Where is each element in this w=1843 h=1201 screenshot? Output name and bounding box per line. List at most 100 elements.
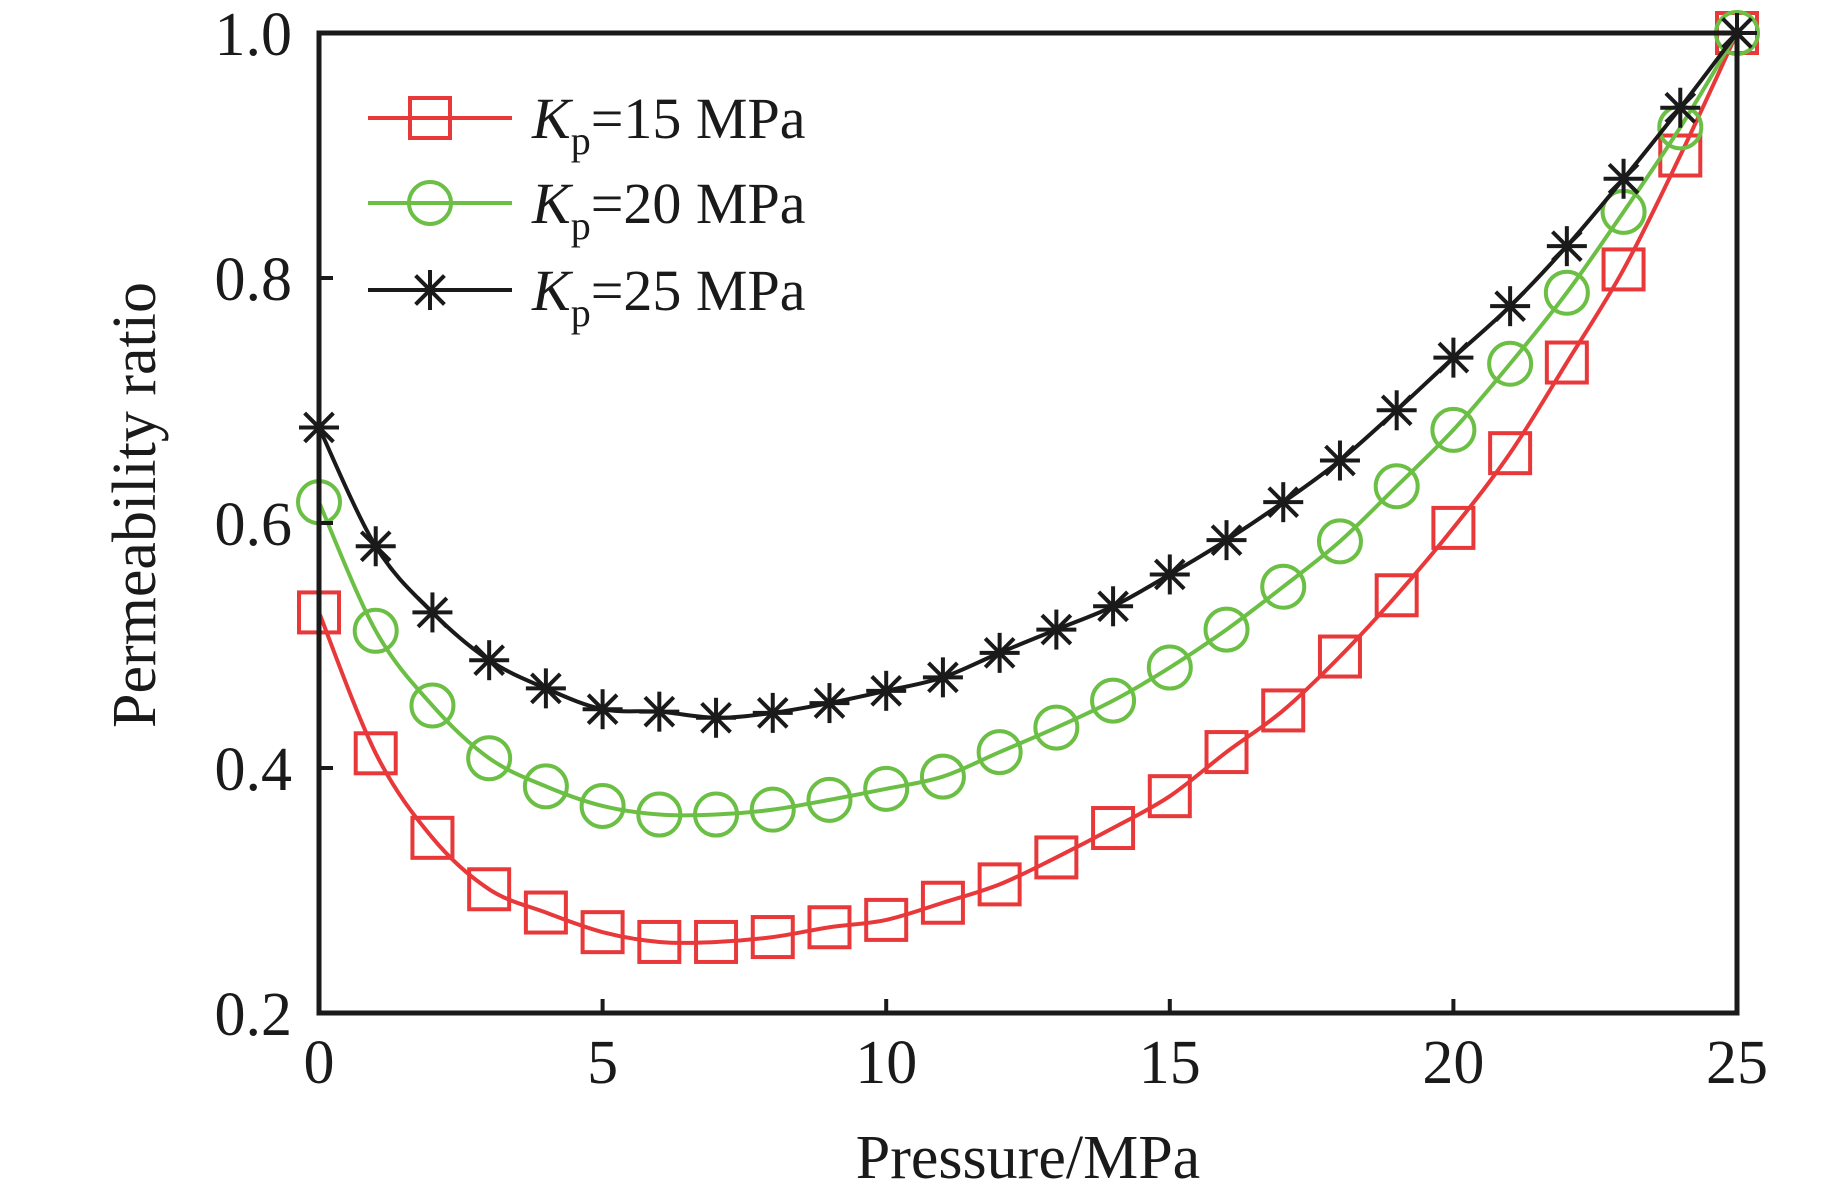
data-point (1490, 286, 1531, 327)
data-point (1036, 609, 1077, 650)
data-point (1373, 463, 1420, 510)
data-point (1603, 158, 1644, 199)
x-tick-label: 10 (855, 1029, 917, 1097)
data-point (693, 791, 740, 838)
data-point (866, 670, 907, 711)
data-point (807, 905, 852, 950)
data-point (922, 657, 963, 698)
y-tick-label: 0.6 (215, 491, 293, 559)
data-point (355, 526, 396, 567)
data-point (1090, 677, 1137, 724)
data-point (694, 919, 739, 964)
data-point (1263, 482, 1304, 523)
data-point (1149, 554, 1190, 595)
legend-label: Kp=20 MPa (531, 171, 805, 248)
data-point (1601, 247, 1646, 292)
legend-label: Kp=25 MPa (531, 258, 805, 335)
data-point (409, 682, 456, 729)
data-point (1433, 337, 1474, 378)
legend-marker (408, 96, 452, 140)
data-point (579, 782, 626, 829)
data-point (637, 919, 682, 964)
data-point (582, 689, 623, 730)
data-point (806, 776, 853, 823)
data-point (1093, 586, 1134, 627)
legend: Kp=15 MPa Kp=20 MPa Kp=25 MPa (368, 86, 805, 335)
data-point (1546, 226, 1587, 267)
data-point (976, 729, 1023, 776)
data-point (1544, 340, 1589, 385)
x-tick-label: 25 (1706, 1029, 1768, 1097)
legend-label: Kp=15 MPa (531, 86, 805, 163)
data-point (1488, 431, 1533, 476)
series-layer (296, 10, 1760, 964)
data-point (469, 640, 510, 681)
ticks-layer: 0 5 10 15 20 25 0.2 0.4 0.6 0.8 1.0 (215, 1, 1769, 1097)
data-point (523, 890, 568, 935)
data-point (1543, 269, 1590, 316)
data-point (580, 910, 625, 955)
data-point (979, 632, 1020, 673)
series-square (297, 11, 1759, 964)
data-point (410, 815, 455, 860)
data-point (1261, 688, 1306, 733)
data-point (696, 697, 737, 738)
legend-marker (407, 180, 453, 226)
data-point (1316, 518, 1363, 565)
data-point (809, 683, 850, 724)
data-point (1430, 406, 1477, 453)
x-tick-label: 15 (1139, 1029, 1201, 1097)
data-point (1431, 505, 1476, 550)
data-point (352, 607, 399, 654)
data-point (1317, 634, 1362, 679)
data-point (1319, 440, 1360, 481)
data-point (522, 763, 569, 810)
x-tick-label: 5 (587, 1029, 618, 1097)
legend-marker (410, 270, 450, 310)
data-point (525, 668, 566, 709)
data-point (412, 592, 453, 633)
series-line (317, 32, 1739, 945)
data-point (1374, 573, 1419, 618)
x-tick-label: 0 (304, 1029, 335, 1097)
data-point (1376, 390, 1417, 431)
legend-item: Kp=15 MPa (368, 86, 805, 163)
data-point (1091, 806, 1136, 851)
data-point (353, 731, 398, 776)
data-point (467, 867, 512, 912)
x-axis-title: Pressure/MPa (856, 1124, 1200, 1192)
data-point (863, 765, 910, 812)
data-point (636, 791, 683, 838)
data-point (1487, 340, 1534, 387)
data-point (750, 915, 795, 960)
data-point (1660, 87, 1701, 128)
data-point (639, 691, 680, 732)
series-asterisk (299, 13, 1757, 738)
data-point (1033, 704, 1080, 751)
legend-item: Kp=20 MPa (368, 171, 805, 248)
y-axis-title: Permeability ratio (101, 282, 169, 728)
data-point (1203, 606, 1250, 653)
y-tick-label: 0.4 (215, 736, 293, 804)
y-tick-label: 0.8 (215, 246, 293, 314)
data-point (466, 735, 513, 782)
data-point (1147, 774, 1192, 819)
data-point (752, 692, 793, 733)
data-point (919, 753, 966, 800)
data-point (1034, 835, 1079, 880)
data-point (920, 880, 965, 925)
data-point (1146, 644, 1193, 691)
series-line (317, 31, 1739, 818)
series-circle (296, 10, 1760, 838)
y-tick-label: 0.2 (215, 981, 293, 1049)
x-tick-label: 20 (1422, 1029, 1484, 1097)
legend-item: Kp=25 MPa (368, 258, 805, 335)
data-point (1206, 520, 1247, 561)
data-point (1260, 563, 1307, 610)
y-tick-label: 1.0 (215, 1, 293, 69)
data-point (977, 862, 1022, 907)
data-point (749, 786, 796, 833)
data-point (1204, 730, 1249, 775)
data-point (864, 897, 909, 942)
